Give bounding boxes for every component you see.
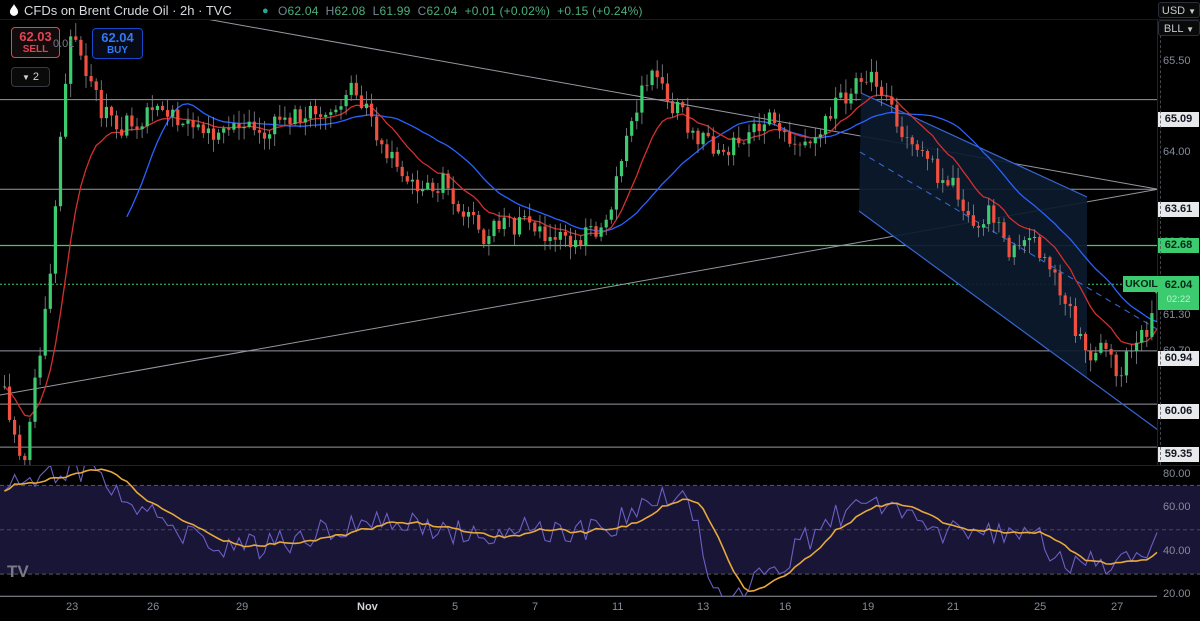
svg-text:TV: TV (7, 562, 29, 581)
